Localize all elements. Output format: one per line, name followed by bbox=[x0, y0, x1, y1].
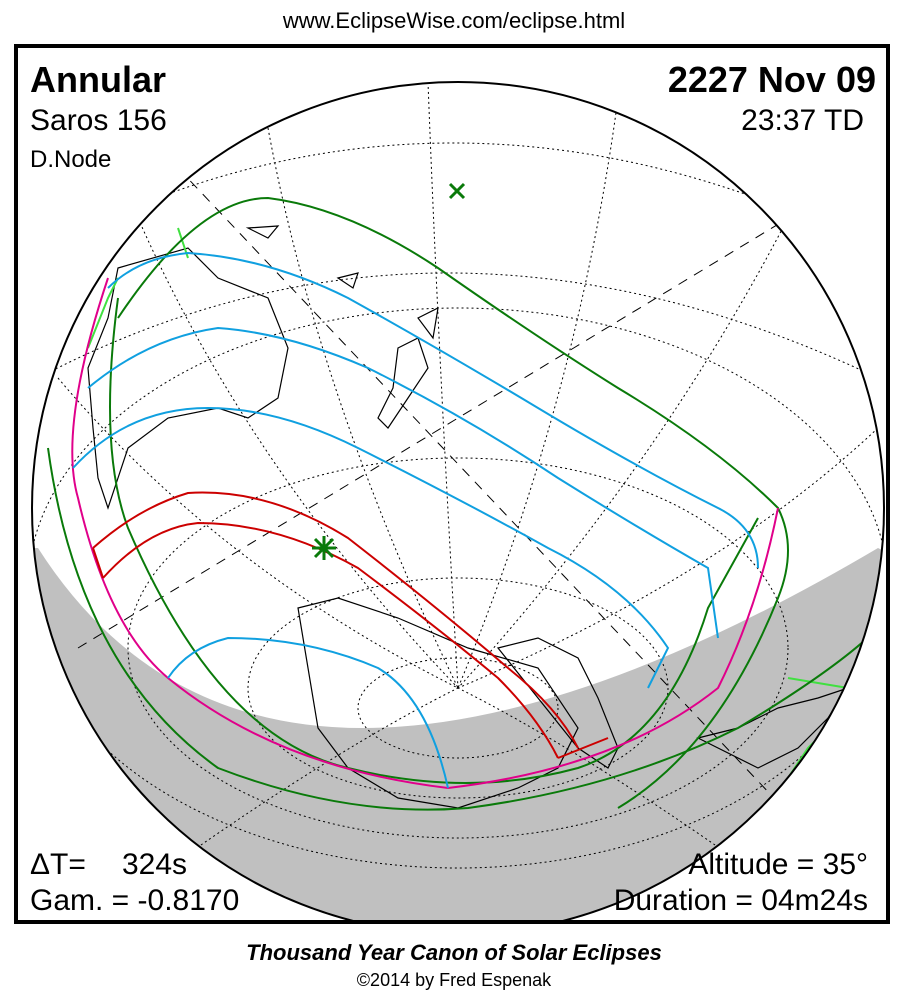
duration-value: Duration = 04m24s bbox=[613, 884, 868, 917]
source-url[interactable]: www.EclipseWise.com/eclipse.html bbox=[282, 8, 626, 33]
eclipse-map-frame: Annular 2227 Nov 09 Saros 156 23:37 TD D… bbox=[14, 44, 890, 924]
globe-outline bbox=[31, 81, 885, 920]
rise-set-curves bbox=[71, 277, 779, 789]
globe-map bbox=[31, 81, 885, 920]
node-label: D.Node bbox=[30, 146, 112, 173]
delta-t-label: ΔT= bbox=[30, 848, 86, 881]
green-asterisk-icon bbox=[312, 536, 336, 560]
graticule bbox=[32, 82, 884, 869]
altitude-value: Altitude = 35° bbox=[688, 848, 868, 881]
magnitude-contours bbox=[72, 251, 759, 789]
footer-copyright: ©2014 by Fred Espenak bbox=[356, 970, 552, 990]
saros-number: Saros 156 bbox=[30, 104, 167, 137]
gamma-value: Gam. = -0.8170 bbox=[30, 884, 240, 917]
green-cross-icon bbox=[448, 182, 466, 200]
eclipse-date: 2227 Nov 09 bbox=[667, 59, 876, 100]
footer-title: Thousand Year Canon of Solar Eclipses bbox=[246, 940, 662, 965]
delta-t-value: 324s bbox=[122, 848, 188, 881]
eclipse-time: 23:37 TD bbox=[741, 104, 864, 137]
central-path bbox=[92, 491, 609, 759]
eclipse-type: Annular bbox=[30, 59, 167, 100]
